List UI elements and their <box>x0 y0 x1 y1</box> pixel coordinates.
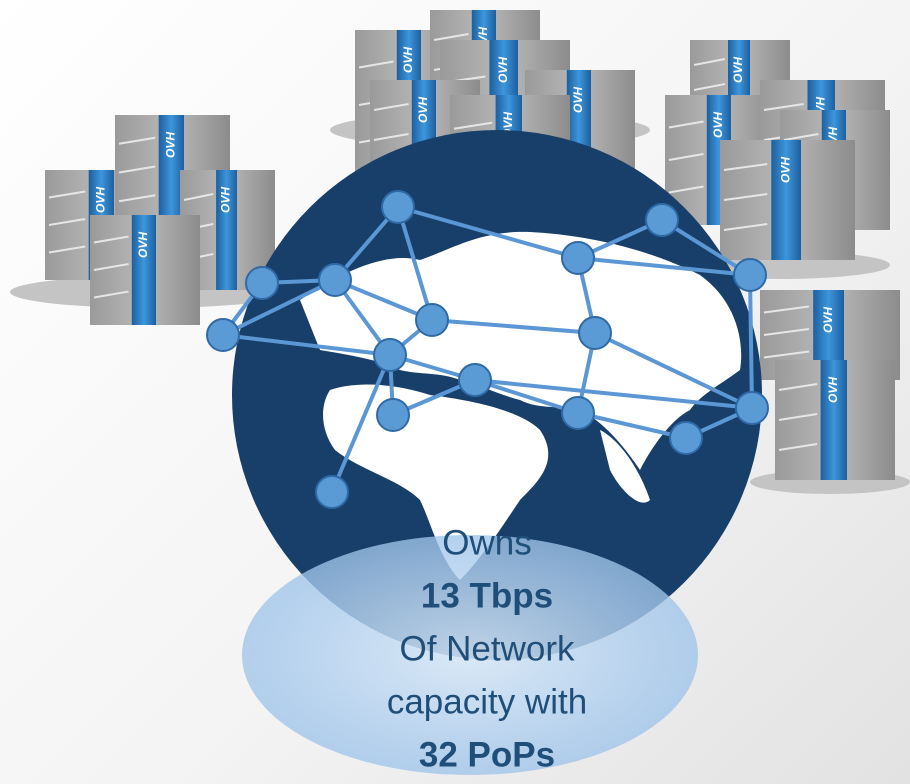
node <box>670 422 702 454</box>
node <box>646 204 678 236</box>
caption-line: 13 Tbps <box>421 576 553 615</box>
server-label: OVH <box>164 132 178 158</box>
node <box>374 339 406 371</box>
node <box>562 397 594 429</box>
server-label: OVH <box>136 232 150 258</box>
server: OVH <box>90 215 200 325</box>
caption-line: Owns <box>442 523 531 562</box>
node <box>207 319 239 351</box>
server-label: OVH <box>416 97 430 123</box>
node <box>319 264 351 296</box>
server-label: OVH <box>826 377 840 403</box>
server-label: OVH <box>821 307 835 333</box>
node <box>562 242 594 274</box>
server-label: OVH <box>401 47 415 73</box>
node <box>459 364 491 396</box>
caption-line: capacity with <box>387 682 587 721</box>
node <box>416 304 448 336</box>
server-label: OVH <box>219 187 233 213</box>
link <box>750 275 752 408</box>
server: OVH <box>775 360 895 480</box>
node <box>736 392 768 424</box>
page: OVH OVH OVH OVH OVH OVH OVH OVH OVH OVH OVH OVH OVH O… <box>0 0 910 784</box>
server-label: OVH <box>711 112 725 138</box>
caption-line: Of Network <box>399 629 575 668</box>
server-label: OVH <box>778 157 792 183</box>
node <box>316 476 348 508</box>
server-label: OVH <box>94 187 108 213</box>
caption-line: 32 PoPs <box>419 735 555 774</box>
server-label: OVH <box>496 57 510 83</box>
server-panel <box>132 215 156 325</box>
node <box>734 259 766 291</box>
server-label: OVH <box>571 87 585 113</box>
node <box>382 191 414 223</box>
node <box>377 399 409 431</box>
illustration: OVH OVH OVH OVH OVH OVH OVH OVH OVH OVH OVH OVH OVH O… <box>0 0 910 784</box>
node <box>246 267 278 299</box>
server-label: OVH <box>731 57 745 83</box>
server: OVH <box>720 140 855 260</box>
node <box>579 317 611 349</box>
